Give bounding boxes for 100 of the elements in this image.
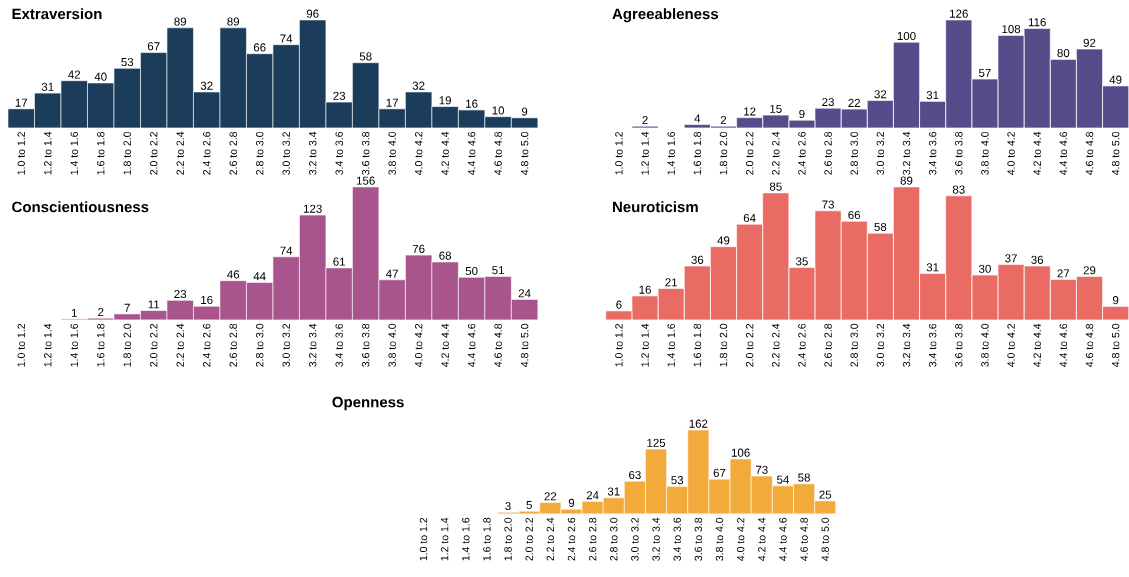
data-label: 89 [900, 176, 913, 185]
data-label: 53 [671, 476, 684, 485]
x-tick-label: 2.4 to 2.6 [203, 323, 211, 367]
data-label: 16 [201, 296, 213, 305]
x-tick-label: 4.4 to 4.6 [779, 517, 787, 561]
x-tick-label: 4.2 to 4.4 [441, 323, 449, 368]
x-tick-label: 1.0 to 1.2 [419, 518, 428, 561]
chart-title: Extraversion [12, 8, 102, 20]
data-label: 32 [412, 81, 425, 90]
x-tick-label: 3.8 to 4.0 [981, 131, 989, 175]
x-tick-label: 4.6 to 4.8 [494, 323, 502, 368]
x-tick-label: 2.8 to 3.0 [255, 323, 264, 367]
data-label: 89 [227, 17, 240, 26]
x-tick-label: 1.0 to 1.2 [17, 324, 25, 367]
data-label: 23 [174, 290, 187, 299]
data-label: 64 [743, 214, 756, 223]
x-tick-label: 3.6 to 3.8 [955, 323, 963, 367]
x-tick-label: 1.4 to 1.6 [70, 132, 78, 175]
data-label: 58 [874, 222, 887, 232]
x-tick-label: 3.8 to 4.0 [388, 131, 396, 175]
x-tick-label: 4.6 to 4.8 [800, 517, 808, 561]
x-tick-label: 2.2 to 2.4 [546, 517, 555, 561]
x-tick-label: 4.6 to 4.8 [1085, 323, 1094, 368]
x-tick-label: 3.0 to 3.2 [876, 132, 885, 175]
data-label: 100 [897, 31, 916, 41]
x-tick-label: 1.8 to 2.0 [123, 323, 131, 367]
x-tick-label: 2.8 to 3.0 [850, 131, 858, 175]
x-tick-label: 4.8 to 5.0 [821, 517, 829, 561]
x-tick-label: 4.8 to 5.0 [520, 323, 529, 368]
data-label: 36 [691, 255, 704, 264]
x-tick-label: 3.4 to 3.6 [335, 323, 343, 367]
x-tick-label: 2.8 to 3.0 [850, 323, 858, 367]
x-tick-label: 2.6 to 2.8 [229, 323, 237, 367]
data-label: 67 [147, 42, 160, 51]
data-label: 49 [717, 236, 730, 245]
data-label: 31 [926, 91, 939, 100]
x-tick-label: 2.6 to 2.8 [588, 517, 597, 561]
data-label: 68 [439, 251, 452, 260]
data-label: 31 [607, 487, 620, 496]
x-tick-label: 2.8 to 3.0 [610, 517, 618, 561]
data-label: 35 [795, 257, 808, 266]
x-tick-label: 1.2 to 1.4 [44, 323, 52, 367]
data-label: 162 [689, 419, 708, 428]
data-label: 46 [227, 270, 240, 279]
data-label: 9 [1112, 296, 1119, 305]
x-tick-label: 1.0 to 1.2 [615, 132, 623, 175]
x-tick-label: 2.0 to 2.2 [150, 324, 158, 367]
x-tick-label: 3.6 to 3.8 [361, 132, 370, 175]
data-label: 76 [412, 244, 425, 253]
x-tick-label: 3.4 to 3.6 [673, 517, 681, 561]
x-tick-label: 3.2 to 3.4 [308, 131, 317, 175]
data-label: 51 [492, 266, 504, 275]
x-tick-label: 3.8 to 4.0 [715, 517, 724, 561]
data-label: 16 [466, 99, 478, 108]
x-tick-label: 2.6 to 2.8 [824, 323, 832, 367]
data-label: 22 [544, 492, 557, 501]
x-tick-label: 4.0 to 4.2 [414, 132, 423, 176]
data-label: 42 [68, 70, 81, 79]
x-tick-label: 1.0 to 1.2 [615, 324, 623, 367]
x-tick-label: 4.8 to 5.0 [1111, 323, 1120, 368]
data-label: 73 [755, 465, 768, 474]
x-tick-label: 1.2 to 1.4 [440, 517, 449, 561]
data-label: 53 [121, 58, 134, 67]
x-tick-label: 4.4 to 4.6 [1059, 132, 1068, 176]
data-label: 50 [465, 267, 478, 276]
x-tick-label: 1.8 to 2.0 [504, 517, 512, 561]
x-tick-label: 4.8 to 5.0 [1111, 131, 1120, 176]
text: Neuroticism [613, 201, 698, 213]
x-tick-label: 2.6 to 2.8 [229, 132, 237, 175]
data-label: 2 [720, 116, 727, 125]
data-label: 5 [526, 501, 532, 510]
data-label: 89 [174, 17, 187, 26]
x-tick-label: 3.2 to 3.4 [902, 131, 911, 175]
x-tick-label: 4.4 to 4.6 [1059, 323, 1068, 368]
data-label: 9 [521, 107, 528, 116]
x-tick-label: 2.4 to 2.6 [567, 517, 576, 561]
x-tick-label: 1.8 to 2.0 [123, 131, 131, 175]
data-label: 24 [586, 491, 599, 500]
data-label: 74 [280, 246, 293, 255]
data-label: 17 [386, 98, 398, 107]
data-label: 40 [94, 72, 107, 81]
x-tick-label: 4.0 to 4.2 [414, 324, 423, 368]
x-tick-label: 2.4 to 2.6 [203, 132, 211, 175]
data-label: 16 [639, 285, 651, 294]
x-tick-label: 2.0 to 2.2 [745, 324, 754, 367]
x-tick-label: 3.0 to 3.2 [282, 132, 290, 175]
x-tick-label: 4.2 to 4.4 [758, 517, 766, 561]
chart-title: Openness [332, 396, 404, 411]
x-tick-label: 1.6 to 1.8 [693, 323, 702, 367]
x-tick-label: 1.4 to 1.6 [667, 132, 675, 175]
x-tick-label: 1.4 to 1.6 [667, 323, 675, 367]
x-tick-label: 1.8 to 2.0 [719, 323, 728, 367]
data-label: 29 [1083, 266, 1096, 275]
x-tick-label: 1.4 to 1.6 [70, 323, 78, 367]
data-label: 9 [799, 109, 805, 119]
data-label: 58 [798, 473, 810, 482]
data-label: 9 [568, 498, 575, 508]
data-label: 116 [1028, 18, 1046, 27]
data-label: 58 [359, 52, 372, 61]
x-tick-label: 2.8 to 3.0 [255, 131, 264, 175]
